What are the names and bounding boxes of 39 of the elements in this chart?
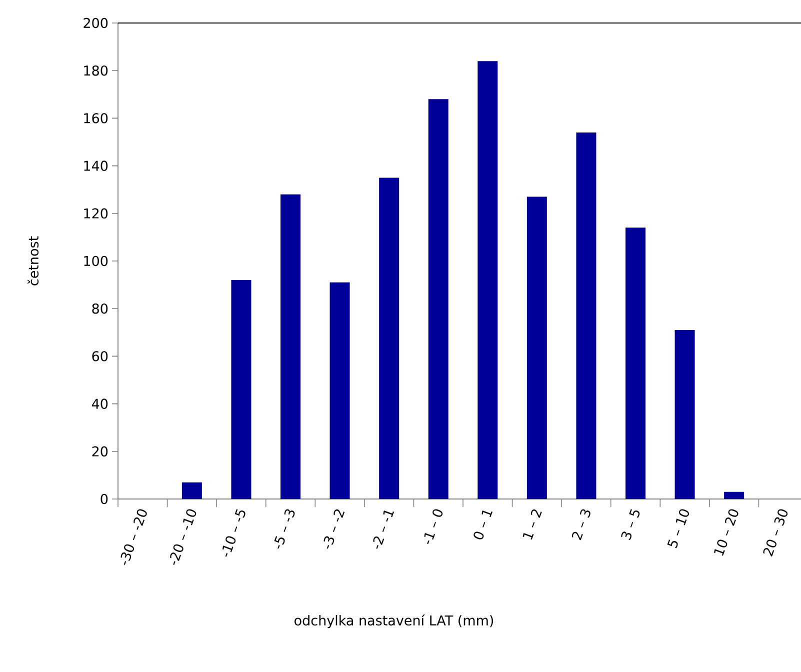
x-tick-label: -2 – -1 — [373, 510, 394, 549]
y-tick-label: 200 — [84, 18, 108, 28]
bar — [576, 132, 596, 499]
y-tick-label: 0 — [100, 494, 108, 504]
y-tick-label: 160 — [84, 113, 108, 124]
y-axis-title: četnost — [28, 236, 39, 286]
bar — [478, 61, 498, 499]
bar — [724, 492, 744, 499]
x-axis-title: odchylka nastavení LAT (mm) — [294, 614, 494, 628]
bar — [231, 280, 252, 499]
y-tick-label: 100 — [84, 256, 108, 266]
y-tick-label: 20 — [92, 446, 108, 456]
x-tick-label: -10 – -5 — [222, 509, 246, 557]
y-tick-label: 40 — [92, 398, 108, 409]
bar — [379, 178, 400, 499]
bar — [428, 99, 448, 499]
y-tick-label: 120 — [84, 208, 108, 218]
y-tick-label: 140 — [84, 160, 108, 171]
x-tick-label: 3 – 5 — [621, 509, 640, 540]
x-tick-label: -3 – -2 — [324, 509, 345, 549]
x-tick-label: 10 – 20 — [714, 509, 738, 556]
bar — [280, 194, 301, 499]
x-tick-label: 20 – 30 — [763, 509, 788, 556]
bar — [182, 482, 202, 499]
y-tick-label: 60 — [92, 351, 108, 362]
x-tick-label: -20 – -10 — [170, 509, 196, 565]
bar — [330, 282, 350, 499]
bar — [674, 330, 695, 499]
x-tick-label: -5 – -3 — [274, 509, 295, 549]
x-tick-label: 5 – 10 — [667, 509, 689, 548]
y-tick-label: 80 — [92, 303, 108, 314]
x-tick-label: 0 – 1 — [474, 510, 492, 540]
bar — [626, 228, 646, 499]
x-tick-label: 2 – 3 — [572, 509, 590, 540]
bar — [526, 196, 547, 499]
y-tick-label: 180 — [84, 65, 108, 76]
x-tick-label: -1 – 0 — [424, 509, 443, 544]
x-tick-label: -30 – -20 — [120, 509, 147, 565]
x-tick-label: 1 – 2 — [522, 509, 542, 540]
